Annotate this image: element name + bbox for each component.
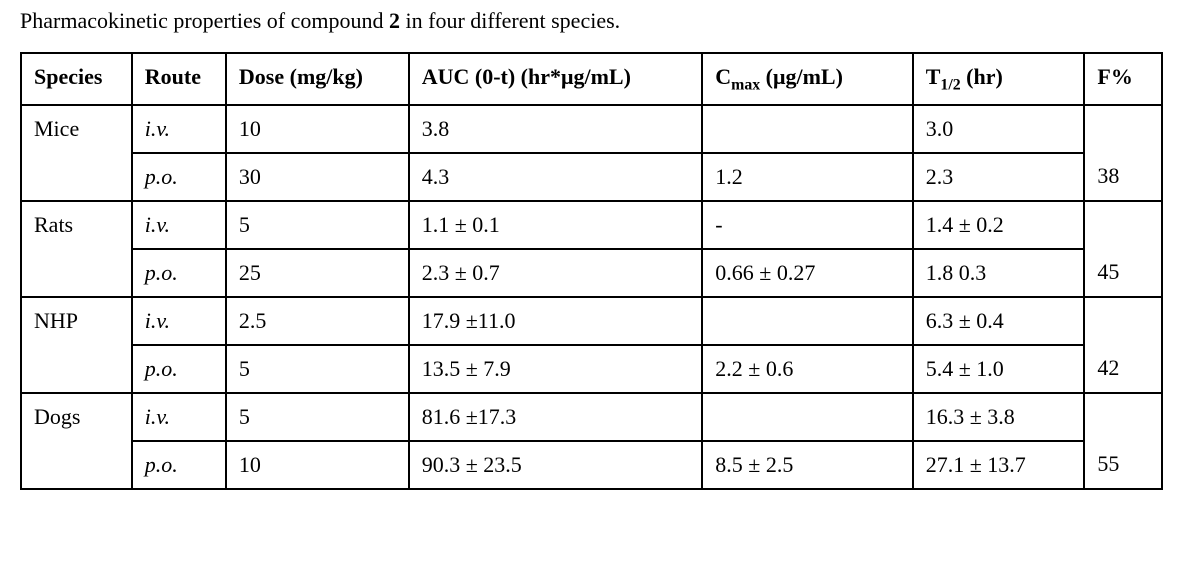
th-t12: T1/2 (hr) bbox=[913, 53, 1085, 105]
cell-auc: 3.8 bbox=[409, 105, 703, 153]
cell-route: i.v. bbox=[132, 201, 226, 249]
cell-cmax: 0.66 ± 0.27 bbox=[702, 249, 912, 297]
th-auc-post: g/mL) bbox=[573, 64, 630, 89]
cell-auc: 2.3 ± 0.7 bbox=[409, 249, 703, 297]
cell-t12: 2.3 bbox=[913, 153, 1085, 201]
th-cmax-c: C bbox=[715, 64, 731, 89]
cell-f bbox=[1084, 297, 1162, 345]
cell-species bbox=[21, 441, 132, 489]
cell-species bbox=[21, 345, 132, 393]
cell-species: Rats bbox=[21, 201, 132, 249]
th-t12-t: T bbox=[926, 64, 941, 89]
pk-table: Species Route Dose (mg/kg) AUC (0-t) (hr… bbox=[20, 52, 1163, 490]
cell-auc: 90.3 ± 23.5 bbox=[409, 441, 703, 489]
table-row: p.o.252.3 ± 0.70.66 ± 0.271.8 0.345 bbox=[21, 249, 1162, 297]
cell-t12: 5.4 ± 1.0 bbox=[913, 345, 1085, 393]
cell-t12: 6.3 ± 0.4 bbox=[913, 297, 1085, 345]
th-t12-post: (hr) bbox=[961, 64, 1003, 89]
page: Pharmacokinetic properties of compound 2… bbox=[0, 0, 1183, 510]
th-auc: AUC (0-t) (hr*μg/mL) bbox=[409, 53, 703, 105]
cell-dose: 5 bbox=[226, 201, 409, 249]
th-species: Species bbox=[21, 53, 132, 105]
table-row: p.o.1090.3 ± 23.58.5 ± 2.527.1 ± 13.755 bbox=[21, 441, 1162, 489]
cell-auc: 13.5 ± 7.9 bbox=[409, 345, 703, 393]
cell-f: 55 bbox=[1084, 441, 1162, 489]
cell-cmax: - bbox=[702, 201, 912, 249]
table-row: NHPi.v.2.517.9 ±11.0 6.3 ± 0.4 bbox=[21, 297, 1162, 345]
cell-cmax: 1.2 bbox=[702, 153, 912, 201]
cell-cmax bbox=[702, 393, 912, 441]
cell-auc: 1.1 ± 0.1 bbox=[409, 201, 703, 249]
cell-t12: 3.0 bbox=[913, 105, 1085, 153]
table-row: p.o.513.5 ± 7.92.2 ± 0.65.4 ± 1.042 bbox=[21, 345, 1162, 393]
cell-auc: 17.9 ±11.0 bbox=[409, 297, 703, 345]
th-cmax-mu: μ bbox=[773, 64, 785, 89]
th-auc-mu: μ bbox=[561, 64, 573, 89]
cell-route: p.o. bbox=[132, 153, 226, 201]
cell-route: p.o. bbox=[132, 249, 226, 297]
cell-t12: 1.8 0.3 bbox=[913, 249, 1085, 297]
cell-species bbox=[21, 249, 132, 297]
table-row: p.o.304.31.22.338 bbox=[21, 153, 1162, 201]
cell-dose: 30 bbox=[226, 153, 409, 201]
cell-f: 45 bbox=[1084, 249, 1162, 297]
pk-tbody: Micei.v.103.83.0p.o.304.31.22.338Ratsi.v… bbox=[21, 105, 1162, 489]
cell-dose: 25 bbox=[226, 249, 409, 297]
cell-t12: 16.3 ± 3.8 bbox=[913, 393, 1085, 441]
cell-t12: 27.1 ± 13.7 bbox=[913, 441, 1085, 489]
cell-route: i.v. bbox=[132, 393, 226, 441]
th-dose: Dose (mg/kg) bbox=[226, 53, 409, 105]
cell-dose: 2.5 bbox=[226, 297, 409, 345]
cell-f: 38 bbox=[1084, 153, 1162, 201]
th-f: F% bbox=[1084, 53, 1162, 105]
cell-cmax bbox=[702, 105, 912, 153]
cell-t12: 1.4 ± 0.2 bbox=[913, 201, 1085, 249]
cell-species: NHP bbox=[21, 297, 132, 345]
cell-route: p.o. bbox=[132, 441, 226, 489]
cell-auc: 81.6 ±17.3 bbox=[409, 393, 703, 441]
cell-species: Dogs bbox=[21, 393, 132, 441]
cell-dose: 10 bbox=[226, 441, 409, 489]
cell-f bbox=[1084, 201, 1162, 249]
cell-species bbox=[21, 153, 132, 201]
cell-route: i.v. bbox=[132, 297, 226, 345]
cell-auc: 4.3 bbox=[409, 153, 703, 201]
th-cmax-open: ( bbox=[760, 64, 773, 89]
th-cmax-post: g/mL) bbox=[785, 64, 842, 89]
caption-pre: Pharmacokinetic properties of compound bbox=[20, 8, 389, 33]
table-row: Micei.v.103.8 3.0 bbox=[21, 105, 1162, 153]
cell-dose: 5 bbox=[226, 345, 409, 393]
cell-route: i.v. bbox=[132, 105, 226, 153]
cell-cmax: 2.2 ± 0.6 bbox=[702, 345, 912, 393]
cell-dose: 5 bbox=[226, 393, 409, 441]
table-row: Ratsi.v.51.1 ± 0.1-1.4 ± 0.2 bbox=[21, 201, 1162, 249]
table-caption: Pharmacokinetic properties of compound 2… bbox=[20, 8, 1163, 34]
cell-species: Mice bbox=[21, 105, 132, 153]
header-row: Species Route Dose (mg/kg) AUC (0-t) (hr… bbox=[21, 53, 1162, 105]
cell-cmax bbox=[702, 297, 912, 345]
th-cmax-sub: max bbox=[731, 76, 760, 93]
th-route: Route bbox=[132, 53, 226, 105]
cell-dose: 10 bbox=[226, 105, 409, 153]
cell-cmax: 8.5 ± 2.5 bbox=[702, 441, 912, 489]
cell-f: 42 bbox=[1084, 345, 1162, 393]
caption-bold: 2 bbox=[389, 8, 400, 33]
cell-route: p.o. bbox=[132, 345, 226, 393]
th-t12-sub: 1/2 bbox=[940, 76, 960, 93]
cell-f bbox=[1084, 105, 1162, 153]
th-cmax: Cmax (μg/mL) bbox=[702, 53, 912, 105]
cell-f bbox=[1084, 393, 1162, 441]
caption-post: in four different species. bbox=[400, 8, 620, 33]
th-auc-pre: AUC (0-t) (hr* bbox=[422, 64, 561, 89]
table-row: Dogsi.v.581.6 ±17.3 16.3 ± 3.8 bbox=[21, 393, 1162, 441]
